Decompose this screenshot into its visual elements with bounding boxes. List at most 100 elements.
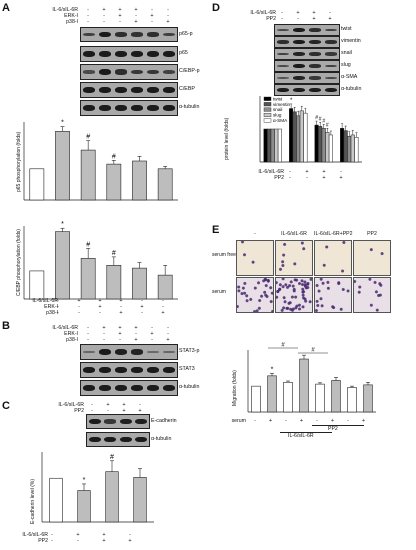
- cebp-ylabel: C/EBP phosphorylation (folds): [16, 229, 22, 296]
- treatment-sign: +: [102, 538, 106, 544]
- blot-label: α-tubulin: [151, 435, 172, 442]
- blot-band: [308, 52, 322, 56]
- blot-label: α-tubulin: [179, 384, 200, 390]
- significance-mark: #: [322, 118, 325, 124]
- serum-sign: -: [285, 418, 287, 424]
- blot-band: [308, 76, 322, 80]
- bar: [105, 471, 119, 523]
- micrograph: [353, 277, 391, 313]
- blot-band: [98, 366, 112, 374]
- blot-band: [308, 28, 322, 32]
- blot-band: [135, 418, 148, 425]
- blot-strip: [80, 100, 178, 116]
- treatment-sign: +: [102, 7, 106, 13]
- blot-band: [130, 86, 144, 94]
- blot-band: [276, 77, 290, 79]
- treatment-sign: +: [322, 169, 326, 175]
- serum-sign: +: [330, 418, 335, 424]
- blot-band: [162, 86, 176, 94]
- treatment-sign: +: [339, 175, 343, 181]
- treatment-sign: +: [150, 13, 154, 19]
- bar: [314, 124, 319, 163]
- significance-mark: #: [86, 134, 90, 141]
- blot-band: [324, 40, 338, 44]
- panel-a-letter: A: [2, 2, 10, 14]
- blot-band: [146, 104, 160, 112]
- blot-band: [119, 436, 132, 443]
- bar: [299, 110, 304, 163]
- treatment-sign: -: [103, 13, 105, 19]
- blot-band: [292, 75, 306, 81]
- treatment-sign: +: [166, 337, 170, 343]
- column-header: PP2: [367, 231, 377, 237]
- treatment-sign: +: [134, 325, 138, 331]
- blot-band: [276, 28, 290, 32]
- blot-band: [324, 87, 338, 93]
- bar: [267, 128, 272, 163]
- treatment-sign: +: [296, 10, 300, 16]
- blot-band: [308, 87, 322, 93]
- blot-band: [82, 86, 96, 94]
- blot-band: [130, 69, 144, 75]
- treatment-sign: -: [139, 402, 141, 408]
- treatment-sign: +: [119, 298, 123, 304]
- treatment-label: PP2: [38, 538, 48, 544]
- treatment-sign: +: [98, 298, 102, 304]
- treatment-sign: -: [281, 10, 283, 16]
- treatment-sign: -: [119, 19, 121, 25]
- pp2-bracket: [312, 425, 364, 426]
- blot-band: [114, 32, 128, 37]
- blot-strip: [274, 72, 340, 84]
- treatment-sign: -: [78, 304, 80, 310]
- legend-label: α-SMA: [273, 118, 288, 123]
- bar: [80, 257, 96, 300]
- treatment-sign: +: [76, 532, 80, 538]
- treatment-sign: -: [162, 298, 164, 304]
- protein-level-ylabel: protein level (folds): [224, 117, 230, 160]
- ecadherin-ylabel: E-cadherin level (%): [30, 478, 36, 524]
- treatment-sign: -: [167, 325, 169, 331]
- treatment-sign: -: [289, 175, 291, 181]
- treatment-sign: -: [281, 16, 283, 22]
- column-header: IL-6/sIL-6R: [281, 231, 307, 237]
- treatment-sign: +: [312, 16, 316, 22]
- bar: [49, 477, 63, 523]
- treatment-sign: -: [87, 19, 89, 25]
- p65-ylabel: p65 phosphorylation (folds): [16, 131, 22, 192]
- treatment-label: PP2: [74, 408, 84, 414]
- blot-band: [146, 69, 160, 75]
- bar: [347, 136, 352, 163]
- column-header: -: [254, 231, 256, 237]
- blot-strip: [86, 432, 150, 447]
- micrograph: [275, 240, 313, 276]
- bar: [132, 160, 147, 201]
- significance-mark: *: [61, 120, 64, 127]
- blot-band: [162, 104, 176, 112]
- blot-strip: [80, 344, 178, 360]
- treatment-label: IL-6/sIL-6R: [258, 169, 284, 175]
- treatment-sign: +: [312, 10, 316, 16]
- treatment-sign: -: [103, 19, 105, 25]
- micrograph: [314, 240, 352, 276]
- treatment-sign: -: [57, 304, 59, 310]
- blot-label: twist: [341, 26, 352, 32]
- blot-band: [162, 351, 176, 353]
- significance-mark: *: [83, 477, 86, 484]
- significance-mark: *: [61, 221, 64, 228]
- treatment-label: PP2: [274, 175, 284, 181]
- panel-c-letter: C: [2, 400, 10, 412]
- treatment-sign: +: [106, 402, 110, 408]
- treatment-sign: -: [78, 310, 80, 316]
- blot-band: [146, 50, 160, 58]
- blot-band: [276, 87, 290, 93]
- treatment-sign: -: [57, 310, 59, 316]
- blot-label: p65-p: [179, 30, 193, 37]
- treatment-label: IL-6/sIL-6R: [58, 402, 84, 408]
- significance-mark: *: [271, 366, 274, 373]
- serum-sign: +: [299, 418, 304, 424]
- blot-band: [130, 366, 144, 374]
- row-label: serum free: [212, 252, 236, 258]
- blot-label: STAT3: [179, 366, 195, 372]
- treatment-label: IL-6/sIL-6R: [32, 298, 58, 304]
- micrograph: [236, 240, 274, 276]
